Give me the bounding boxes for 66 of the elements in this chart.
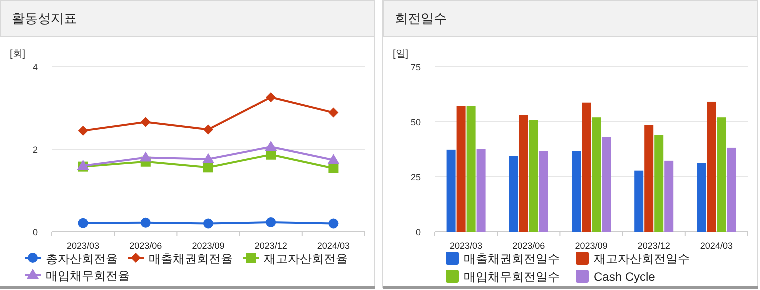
chart-title: 활동성지표 bbox=[12, 11, 77, 26]
bar bbox=[466, 106, 476, 232]
x-tick-label: 2024/03 bbox=[317, 241, 350, 251]
legend-label: 매출채권회전율 bbox=[149, 252, 233, 266]
x-tick-label: 2023/09 bbox=[575, 241, 608, 251]
x-tick-label: 2023/06 bbox=[130, 241, 162, 251]
chart-title: 회전일수 bbox=[395, 11, 447, 26]
point bbox=[204, 162, 214, 173]
bar bbox=[539, 151, 548, 232]
x-tick-label: 2023/06 bbox=[512, 241, 546, 251]
legend-label: 재고자산회전일수 bbox=[594, 252, 690, 266]
point bbox=[266, 218, 276, 228]
x-tick-label: 2023/03 bbox=[450, 241, 483, 251]
point bbox=[328, 154, 340, 164]
y-tick-label: 75 bbox=[410, 62, 421, 72]
legend-label: Cash Cycle bbox=[594, 270, 656, 284]
y-tick-label: 50 bbox=[410, 118, 421, 128]
bar bbox=[582, 102, 591, 232]
bar bbox=[664, 160, 674, 232]
point bbox=[328, 108, 339, 118]
point bbox=[78, 218, 88, 228]
bar bbox=[697, 163, 706, 232]
bar bbox=[529, 120, 538, 232]
bar bbox=[446, 150, 456, 232]
bar bbox=[717, 118, 726, 232]
point bbox=[140, 218, 151, 228]
point bbox=[78, 126, 88, 136]
x-tick-label: 2023/09 bbox=[192, 241, 225, 251]
bar bbox=[727, 148, 736, 232]
bar bbox=[456, 106, 466, 232]
x-tick-label: 2023/12 bbox=[638, 241, 670, 251]
y-tick-label: 4 bbox=[32, 62, 38, 72]
bar bbox=[602, 137, 611, 232]
legend-label: 총자산회전율 bbox=[46, 252, 118, 266]
point bbox=[204, 218, 214, 229]
y-tick-label: 0 bbox=[416, 228, 421, 238]
legend-label: 매출채권회전일수 bbox=[464, 252, 560, 266]
bar bbox=[509, 156, 518, 232]
x-tick-label: 2023/03 bbox=[67, 241, 100, 251]
bar bbox=[592, 118, 601, 232]
point bbox=[204, 124, 214, 135]
point bbox=[328, 218, 339, 229]
legend-label: 재고자산회전율 bbox=[264, 252, 348, 266]
bar bbox=[654, 135, 664, 232]
bar bbox=[572, 151, 581, 232]
point bbox=[266, 92, 276, 103]
bar bbox=[707, 102, 716, 232]
point bbox=[140, 152, 152, 162]
point bbox=[265, 141, 278, 152]
bar bbox=[634, 170, 644, 232]
y-axis-title: [회] bbox=[10, 49, 26, 60]
y-tick-label: 2 bbox=[32, 145, 38, 155]
bar bbox=[644, 125, 654, 232]
point bbox=[266, 150, 276, 160]
point bbox=[328, 163, 339, 174]
legend-label: 매입채무회전일수 bbox=[464, 270, 560, 284]
point bbox=[140, 117, 151, 128]
y-tick-label: 0 bbox=[32, 228, 38, 238]
bar bbox=[519, 115, 528, 232]
x-tick-label: 2024/03 bbox=[700, 241, 733, 251]
point bbox=[202, 153, 214, 164]
y-tick-label: 25 bbox=[410, 172, 421, 182]
legend-label: 매입채무회전율 bbox=[46, 269, 130, 283]
bar bbox=[476, 149, 486, 232]
x-tick-label: 2023/12 bbox=[254, 241, 288, 251]
y-axis-title: [일] bbox=[393, 49, 409, 60]
